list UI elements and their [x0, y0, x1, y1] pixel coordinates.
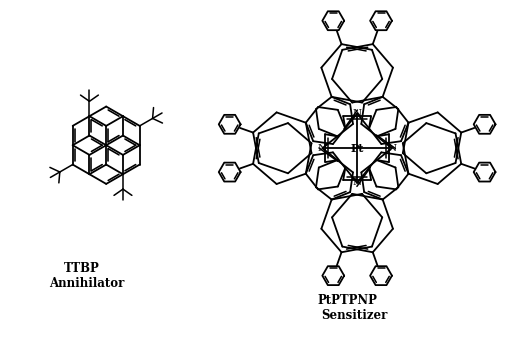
Text: N: N: [352, 179, 361, 187]
Text: N: N: [352, 109, 361, 118]
Text: N: N: [317, 144, 326, 153]
Text: N: N: [386, 144, 395, 153]
Text: Pt: Pt: [350, 143, 363, 154]
Text: TTBP: TTBP: [64, 262, 99, 275]
Text: PtPTPNP: PtPTPNP: [317, 294, 377, 307]
Text: Sensitizer: Sensitizer: [321, 309, 387, 322]
Text: Annihilator: Annihilator: [48, 277, 124, 290]
